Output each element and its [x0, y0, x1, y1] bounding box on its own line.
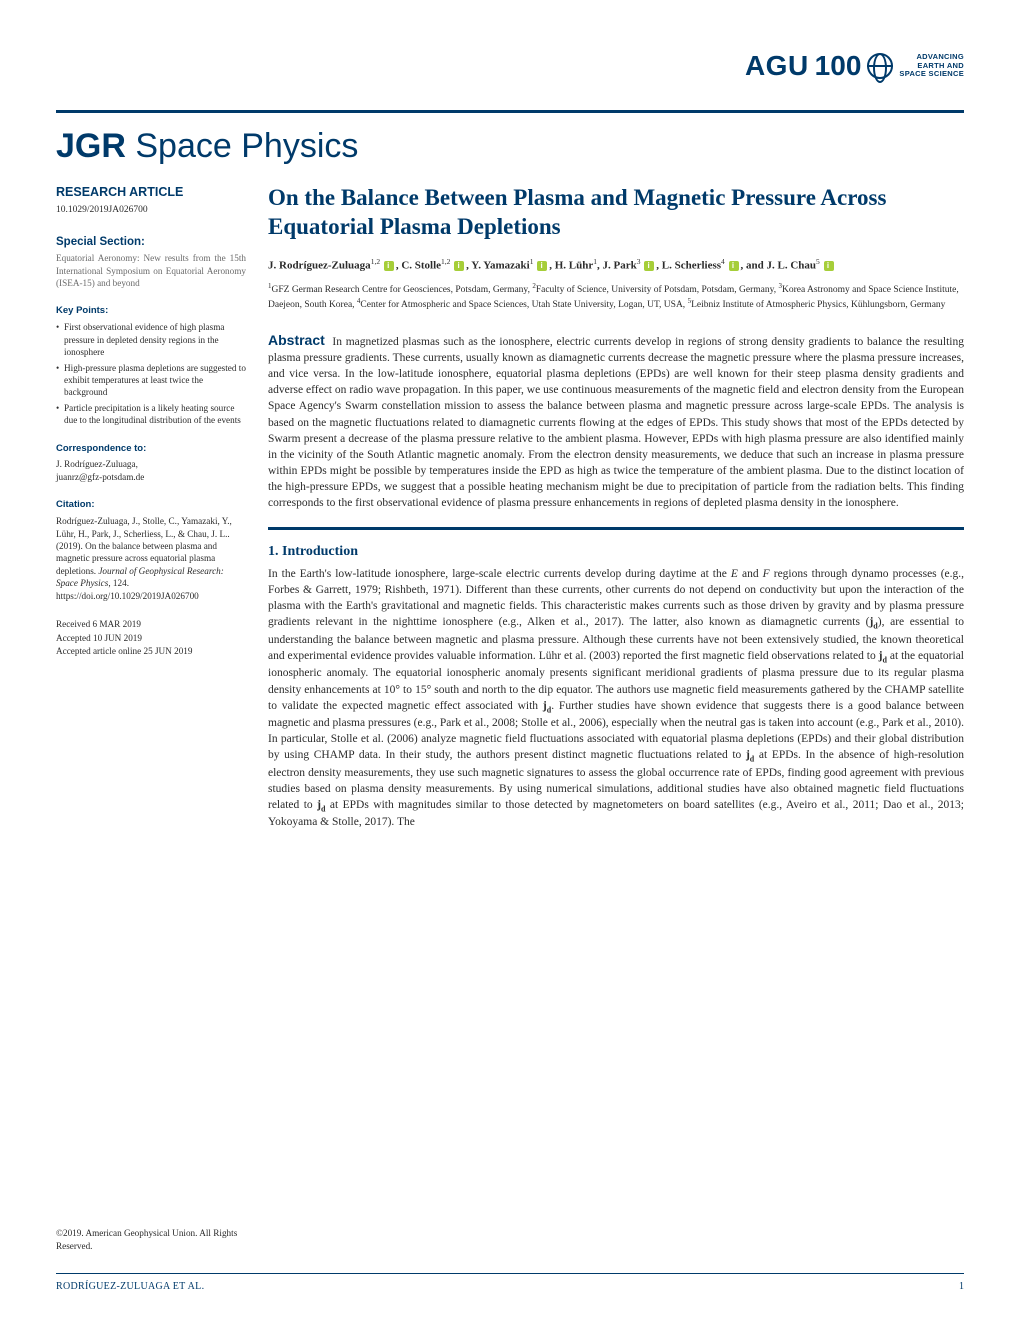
correspondence-email: juanrz@gfz-potsdam.de: [56, 471, 246, 483]
special-section-label: Special Section:: [56, 235, 246, 251]
header-logo: AGU 100 ADVANCING EARTH AND SPACE SCIENC…: [56, 50, 964, 82]
date-received: Received 6 MAR 2019: [56, 618, 246, 630]
sidebar: RESEARCH ARTICLE 10.1029/2019JA026700 Sp…: [56, 184, 246, 831]
dates-block: Received 6 MAR 2019 Accepted 10 JUN 2019…: [56, 618, 246, 657]
agu-100: 100: [815, 50, 862, 82]
orcid-icon[interactable]: [537, 261, 547, 271]
special-section-text[interactable]: Equatorial Aeronomy: New results from th…: [56, 252, 246, 289]
content: RESEARCH ARTICLE 10.1029/2019JA026700 Sp…: [56, 184, 964, 831]
citation-text: Rodríguez-Zuluaga, J., Stolle, C., Yamaz…: [56, 515, 246, 602]
globe-icon: [867, 53, 893, 79]
copyright: ©2019. American Geophysical Union. All R…: [56, 1227, 246, 1252]
citation-block: Citation: Rodríguez-Zuluaga, J., Stolle,…: [56, 499, 246, 602]
keypoint-item: High-pressure plasma depletions are sugg…: [56, 362, 246, 399]
date-accepted: Accepted 10 JUN 2019: [56, 632, 246, 644]
orcid-icon[interactable]: [384, 261, 394, 271]
orcid-icon[interactable]: [824, 261, 834, 271]
section-heading: 1. Introduction: [268, 544, 964, 560]
agu-tagline: ADVANCING EARTH AND SPACE SCIENCE: [899, 53, 964, 79]
correspondence-name: J. Rodríguez-Zuluaga,: [56, 458, 246, 470]
orcid-icon[interactable]: [729, 261, 739, 271]
agu-text: AGU: [745, 50, 809, 82]
footer-page: 1: [959, 1281, 964, 1292]
correspondence-label: Correspondence to:: [56, 443, 246, 456]
main: On the Balance Between Plasma and Magnet…: [268, 184, 964, 831]
affiliations: 1GFZ German Research Centre for Geoscien…: [268, 282, 964, 313]
tagline-3: SPACE SCIENCE: [899, 69, 964, 78]
keypoint-item: Particle precipitation is a likely heati…: [56, 402, 246, 427]
footer: RODRÍGUEZ-ZULUAGA ET AL. 1: [56, 1273, 964, 1292]
abstract: Abstract In magnetized plasmas such as t…: [268, 331, 964, 512]
journal-title: Space Physics: [135, 127, 358, 165]
journal-row: JGR Space Physics: [56, 110, 964, 166]
abstract-label: Abstract: [268, 332, 325, 348]
date-online: Accepted article online 25 JUN 2019: [56, 645, 246, 657]
article-type: RESEARCH ARTICLE: [56, 184, 246, 201]
journal-prefix: JGR: [56, 127, 126, 165]
keypoints-list: First observational evidence of high pla…: [56, 321, 246, 426]
authors: J. Rodríguez-Zuluaga1,2 , C. Stolle1,2 ,…: [268, 256, 964, 274]
doi: 10.1029/2019JA026700: [56, 204, 246, 217]
keypoint-item: First observational evidence of high pla…: [56, 321, 246, 358]
intro-text: In the Earth's low-latitude ionosphere, …: [268, 566, 964, 830]
abstract-text: In magnetized plasmas such as the ionosp…: [268, 336, 964, 509]
journal-name: JGR Space Physics: [56, 127, 964, 166]
keypoints-label: Key Points:: [56, 305, 246, 318]
keypoints-block: Key Points: First observational evidence…: [56, 305, 246, 426]
divider-rule: [268, 527, 964, 530]
citation-label: Citation:: [56, 499, 246, 512]
orcid-icon[interactable]: [454, 261, 464, 271]
correspondence-block: Correspondence to: J. Rodríguez-Zuluaga,…: [56, 443, 246, 484]
orcid-icon[interactable]: [644, 261, 654, 271]
agu-logo: AGU 100 ADVANCING EARTH AND SPACE SCIENC…: [745, 50, 964, 82]
footer-authors: RODRÍGUEZ-ZULUAGA ET AL.: [56, 1281, 204, 1292]
article-title: On the Balance Between Plasma and Magnet…: [268, 184, 964, 242]
